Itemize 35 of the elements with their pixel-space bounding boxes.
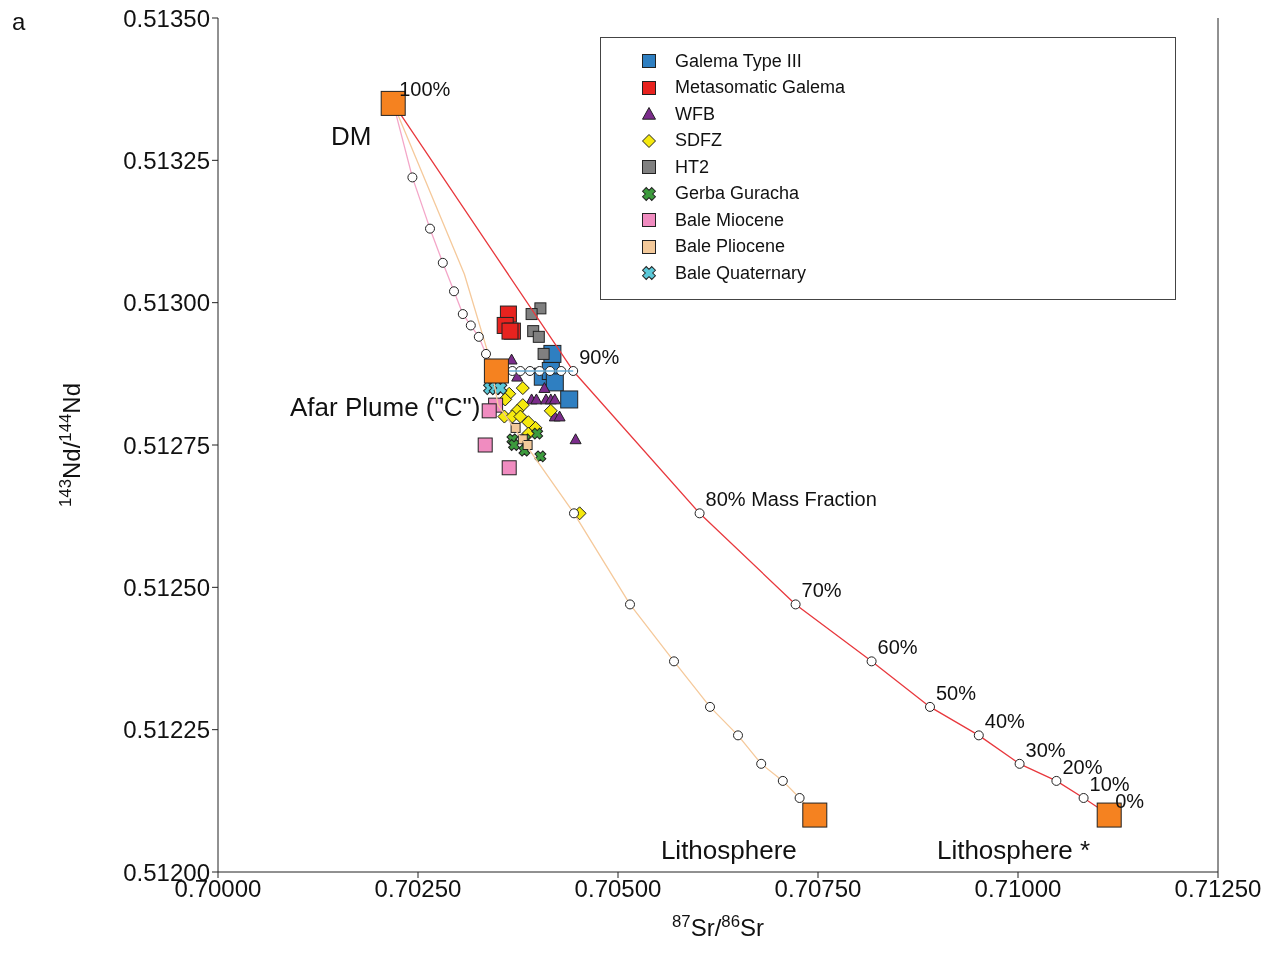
annotation: 30%: [1025, 738, 1066, 761]
legend-label: Galema Type III: [675, 50, 802, 72]
y-tick-label: 0.51225: [123, 716, 210, 744]
annotation: 100%: [399, 78, 451, 101]
legend-label: Bale Quaternary: [675, 262, 807, 284]
legend-label: Gerba Guracha: [675, 183, 800, 205]
legend-label: Bale Pliocene: [675, 236, 786, 258]
x-tick-label: 0.71000: [974, 875, 1062, 903]
x-tick-label: 0.70500: [574, 875, 662, 903]
annotation: Lithosphere: [660, 835, 797, 866]
legend-label: WFB: [675, 103, 715, 125]
annotation: 50%: [936, 681, 977, 704]
text: a: [12, 8, 26, 36]
x-tick-label: 0.70750: [774, 875, 862, 903]
x-tick-label: 0.70250: [374, 875, 462, 903]
annotation: DM: [330, 121, 372, 152]
annotation: 90%: [579, 345, 620, 368]
y-tick-label: 0.51250: [123, 573, 210, 601]
legend-label: SDFZ: [675, 130, 722, 152]
annotation: 70%: [801, 579, 842, 602]
annotation: 80% Mass Fraction: [705, 488, 877, 511]
legend-label: Bale Miocene: [675, 209, 785, 231]
x-axis-title: $^{87}$Sr/$^{86}$Sr: [671, 911, 765, 941]
annotation: Lithosphere *: [936, 835, 1091, 866]
annotation: 0%: [1115, 790, 1145, 813]
y-tick-label: 0.51350: [123, 4, 210, 32]
legend-label: Metasomatic Galema: [675, 77, 846, 99]
y-tick-label: 0.51325: [123, 146, 210, 174]
y-tick-label: 0.51300: [123, 289, 210, 317]
x-tick-label: 0.71250: [1174, 875, 1262, 903]
legend-label: HT2: [675, 156, 710, 178]
annotation: 60%: [877, 636, 918, 659]
annotation: 40%: [984, 710, 1026, 733]
annotation: Afar Plume ("C"): [290, 391, 481, 422]
y-tick-label: 0.51275: [123, 431, 210, 459]
